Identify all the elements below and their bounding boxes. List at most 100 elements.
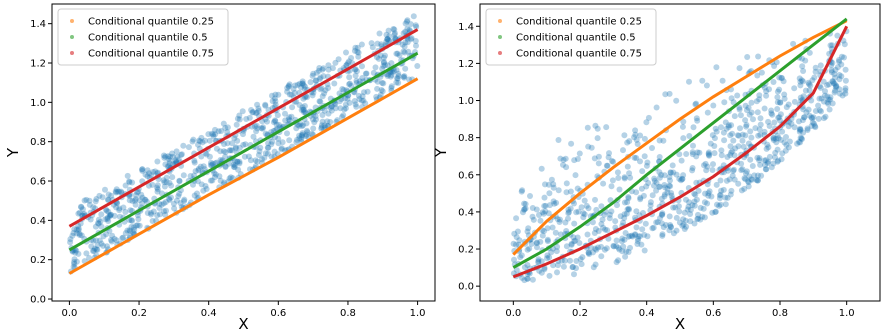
scatter-point [544, 255, 550, 262]
scatter-point [245, 153, 252, 160]
scatter-point [546, 254, 553, 261]
scatter-point [384, 62, 391, 69]
scatter-point [343, 62, 350, 69]
scatter-point [832, 74, 838, 81]
scatter-point [656, 174, 663, 181]
scatter-point [799, 78, 806, 85]
scatter-point [390, 68, 397, 74]
scatter-point [797, 139, 804, 146]
scatter-point [548, 176, 555, 183]
scatter-point [705, 192, 712, 199]
scatter-point [637, 194, 644, 201]
scatter-point [777, 99, 784, 106]
scatter-point [691, 202, 698, 209]
scatter-point [620, 147, 626, 154]
scatter-point [296, 122, 303, 129]
scatter-point [284, 85, 291, 91]
scatter-point [300, 122, 307, 129]
scatter-point [656, 183, 663, 190]
scatter-point [659, 232, 666, 239]
scatter-point [713, 64, 720, 71]
scatter-point [299, 80, 306, 87]
scatter-point [803, 109, 810, 116]
scatter-point [76, 230, 83, 237]
scatter-point [716, 202, 723, 209]
scatter-point [91, 245, 98, 252]
scatter-point [743, 123, 750, 130]
scatter-point [297, 121, 304, 127]
scatter-point [753, 98, 760, 105]
scatter-point [729, 130, 736, 137]
scatter-point [546, 202, 553, 209]
scatter-point [623, 248, 630, 255]
scatter-point [680, 118, 687, 125]
scatter-point [388, 72, 395, 79]
scatter-point [294, 81, 301, 88]
scatter-point [164, 163, 171, 170]
scatter-point [747, 128, 754, 135]
scatter-point [625, 205, 632, 212]
scatter-point [119, 235, 126, 242]
scatter-point [300, 82, 307, 89]
scatter-point [613, 259, 620, 266]
scatter-point [200, 187, 207, 194]
scatter-point [513, 267, 520, 273]
scatter-point [598, 221, 605, 227]
scatter-point [78, 203, 84, 210]
scatter-point [175, 156, 182, 163]
scatter-point [272, 118, 279, 125]
scatter-point [644, 233, 651, 240]
scatter-point [686, 133, 693, 139]
scatter-point [579, 254, 586, 261]
scatter-point [643, 162, 650, 169]
scatter-point [811, 120, 817, 127]
scatter-point [234, 115, 241, 122]
scatter-point [298, 107, 305, 113]
scatter-point [520, 209, 526, 216]
scatter-point [382, 52, 388, 59]
scatter-point [621, 211, 628, 218]
scatter-point [166, 197, 173, 203]
scatter-point [318, 124, 325, 131]
scatter-point [189, 138, 196, 145]
scatter-point [135, 216, 142, 223]
scatter-point [706, 188, 713, 195]
scatter-point [743, 121, 750, 128]
y-tick-label: 0.4 [30, 216, 46, 227]
scatter-point [791, 85, 798, 92]
scatter-point [319, 66, 326, 73]
scatter-point [726, 176, 733, 183]
scatter-point [385, 37, 392, 44]
scatter-point [641, 231, 648, 238]
x-tick-label: 0.0 [505, 308, 521, 319]
scatter-point [120, 204, 127, 211]
scatter-point [788, 120, 795, 127]
scatter-point [95, 220, 102, 227]
scatter-point [666, 227, 673, 234]
scatter-point [298, 132, 305, 139]
scatter-point [673, 171, 680, 178]
scatter-point [262, 130, 269, 137]
scatter-point [370, 69, 377, 76]
scatter-point [352, 44, 359, 51]
y-tick-label: 0.6 [30, 177, 46, 188]
scatter-point [328, 107, 335, 114]
scatter-point [716, 195, 723, 202]
scatter-point [637, 233, 644, 240]
scatter-point [725, 122, 732, 129]
scatter-point [343, 49, 349, 56]
scatter-point [93, 196, 100, 202]
scatter-point [513, 215, 520, 222]
scatter-point [73, 230, 80, 237]
scatter-point [160, 152, 167, 159]
scatter-point [666, 182, 673, 189]
scatter-point [286, 137, 293, 144]
scatter-point [629, 233, 636, 240]
scatter-point [235, 166, 242, 173]
scatter-point [191, 192, 198, 199]
scatter-point [165, 156, 172, 162]
scatter-point [102, 186, 108, 193]
scatter-point [656, 184, 663, 190]
scatter-point [268, 141, 275, 148]
scatter-point [293, 139, 300, 146]
